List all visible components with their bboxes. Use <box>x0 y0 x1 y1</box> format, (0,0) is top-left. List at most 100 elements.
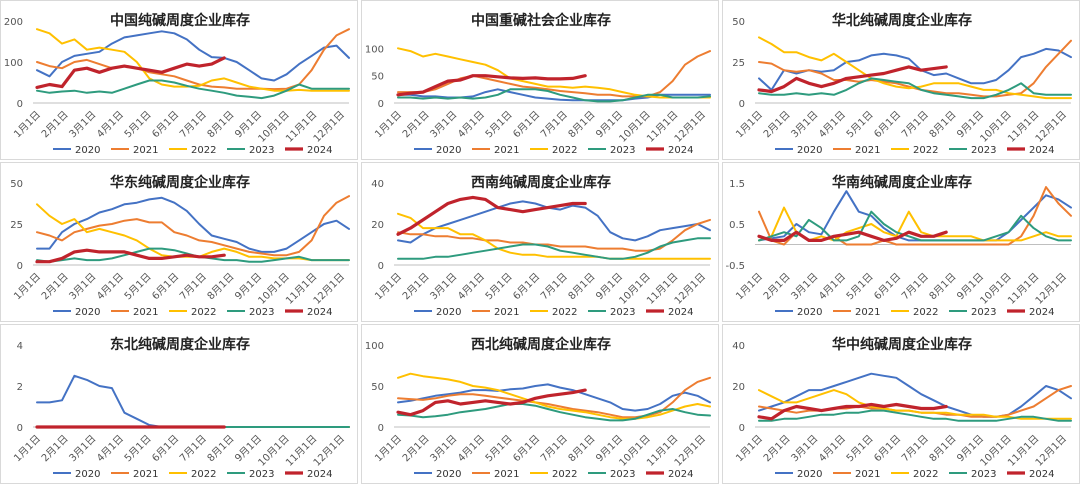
y-tick-label: 50 <box>371 72 384 83</box>
x-tick-label: 5月1日 <box>483 109 515 141</box>
x-tick-label: 6月1日 <box>150 433 182 465</box>
x-tick-label: 4月1日 <box>94 271 126 303</box>
y-tick-label: 20 <box>371 220 384 231</box>
chart-svg: 华东纯碱周度企业库存 0 25 50 1月1日2月1日3月1日4月1日5月1日6月1日7… <box>10 174 350 318</box>
x-tick-label: 1月1日 <box>11 433 43 465</box>
series-line-2024 <box>396 195 587 236</box>
x-tick-label: 3月1日 <box>789 271 821 303</box>
x-tick-label: 4月1日 <box>455 109 487 141</box>
x-tick-label: 6月1日 <box>511 271 543 303</box>
series-line-2020 <box>758 372 1072 418</box>
series-line-2022 <box>36 28 350 92</box>
y-tick-label: 100 <box>365 44 384 55</box>
x-tick-label: 8月1日 <box>205 433 237 465</box>
chart-panel-5: 西南纯碱周度企业库存 0 20 40 1月1日 2月1日 3月1日 4月1日 5月1日 6月1日 7… <box>361 162 719 322</box>
y-tick-label: 0 <box>378 99 384 110</box>
legend-label: 2022 <box>913 307 938 318</box>
y-tick-label: 25 <box>10 220 23 231</box>
legend-label: 2020 <box>75 145 100 156</box>
x-tick-label: 2月1日 <box>39 433 71 465</box>
series-line-2022 <box>397 47 711 99</box>
y-tick-label: 50 <box>732 17 745 28</box>
series-line-2023 <box>397 237 711 260</box>
y-tick-label: 40 <box>732 341 745 352</box>
series-line-2024 <box>757 230 948 243</box>
x-tick-label: 6月1日 <box>150 109 182 141</box>
chart-panel-6: 华南纯碱周度企业库存 -0.5 0.5 1.5 1月1日 2月1日 3月1日 4月1日 5月1日… <box>722 162 1080 322</box>
legend-label: 2023 <box>610 145 635 156</box>
y-tick-label: -0.5 <box>725 261 745 272</box>
x-tick-label: 2月1日 <box>761 271 793 303</box>
y-tick-label: 0 <box>17 99 23 110</box>
x-tick-label: 5月1日 <box>844 433 876 465</box>
chart-panel-3: 华北纯碱周度企业库存 0 25 50 1月1日 2月1日 3月1日 4月1日 5月1日 6月1日 7… <box>722 0 1080 160</box>
series-line-2021 <box>397 218 711 252</box>
y-tick-label: 0 <box>378 261 384 272</box>
x-tick-label: 3月1日 <box>67 109 99 141</box>
x-tick-label: 1月1日 <box>733 433 765 465</box>
x-tick-label: 7月1日 <box>177 433 209 465</box>
series-line-2020 <box>36 30 350 82</box>
legend-label: 2024 <box>307 469 332 480</box>
chart-title: 西南纯碱周度企业库存 <box>471 174 611 191</box>
x-tick-label: 2月1日 <box>400 271 432 303</box>
x-tick-label: 2月1日 <box>761 433 793 465</box>
chart-title: 中国纯碱周度企业库存 <box>110 12 250 29</box>
legend-label: 2023 <box>971 145 996 156</box>
legend-label: 2024 <box>668 145 693 156</box>
x-tick-label: 7月1日 <box>899 433 931 465</box>
y-tick-label: 200 <box>4 17 23 28</box>
y-tick-label: 0 <box>17 261 23 272</box>
series-line-2023 <box>397 403 711 422</box>
legend-label: 2023 <box>971 469 996 480</box>
x-tick-label: 2月1日 <box>400 109 432 141</box>
x-tick-label: 3月1日 <box>428 271 460 303</box>
x-tick-label: 3月1日 <box>67 271 99 303</box>
legend-label: 2020 <box>436 469 461 480</box>
y-tick-label: 50 <box>371 382 384 393</box>
series-line-2024 <box>757 65 948 94</box>
x-tick-label: 4月1日 <box>94 433 126 465</box>
x-tick-label: 5月1日 <box>122 109 154 141</box>
x-tick-label: 4月1日 <box>816 109 848 141</box>
series-line-2023 <box>758 77 1072 100</box>
legend-label: 2024 <box>668 307 693 318</box>
x-tick-label: 6月1日 <box>511 109 543 141</box>
chart-title: 华北纯碱周度企业库存 <box>832 12 972 29</box>
x-tick-label: 2月1日 <box>39 271 71 303</box>
x-tick-label: 3月1日 <box>789 109 821 141</box>
legend-label: 2020 <box>797 307 822 318</box>
x-tick-label: 7月1日 <box>177 271 209 303</box>
legend-label: 2021 <box>133 469 158 480</box>
x-tick-label: 1月1日 <box>372 433 404 465</box>
legend-label: 2021 <box>133 307 158 318</box>
chart-svg: 华南纯碱周度企业库存 -0.5 0.5 1.5 1月1日2月1日3月1日4月1日5月1日… <box>725 174 1072 318</box>
chart-panel-2: 中国重碱社会企业库存 0 50 100 1月1日 2月1日 3月1日 4月1日 5月1日 6月1日… <box>361 0 719 160</box>
x-tick-label: 4月1日 <box>94 109 126 141</box>
x-tick-label: 5月1日 <box>483 271 515 303</box>
x-tick-label: 1月1日 <box>372 271 404 303</box>
chart-panel-8: 西北纯碱周度企业库存 0 50 100 1月1日 2月1日 3月1日 4月1日 5月1日 6月1日… <box>361 324 719 484</box>
legend-label: 2022 <box>191 469 216 480</box>
legend-label: 2024 <box>307 145 332 156</box>
x-tick-label: 5月1日 <box>122 271 154 303</box>
legend-label: 2023 <box>249 145 274 156</box>
chart-title: 华中纯碱周度企业库存 <box>832 336 972 353</box>
chart-title: 华东纯碱周度企业库存 <box>110 174 250 191</box>
legend-label: 2021 <box>494 469 519 480</box>
legend-label: 2021 <box>855 469 880 480</box>
y-tick-label: 0 <box>378 423 384 434</box>
x-tick-label: 8月1日 <box>205 109 237 141</box>
x-tick-label: 7月1日 <box>177 109 209 141</box>
series-line-2021 <box>36 28 350 91</box>
legend-label: 2020 <box>797 145 822 156</box>
x-tick-label: 5月1日 <box>844 271 876 303</box>
x-tick-label: 6月1日 <box>150 271 182 303</box>
series-line-2024 <box>35 56 226 90</box>
x-tick-label: 5月1日 <box>844 109 876 141</box>
y-tick-label: 40 <box>371 179 384 190</box>
legend-label: 2021 <box>133 145 158 156</box>
legend-label: 2024 <box>307 307 332 318</box>
series-line-2023 <box>36 79 350 100</box>
